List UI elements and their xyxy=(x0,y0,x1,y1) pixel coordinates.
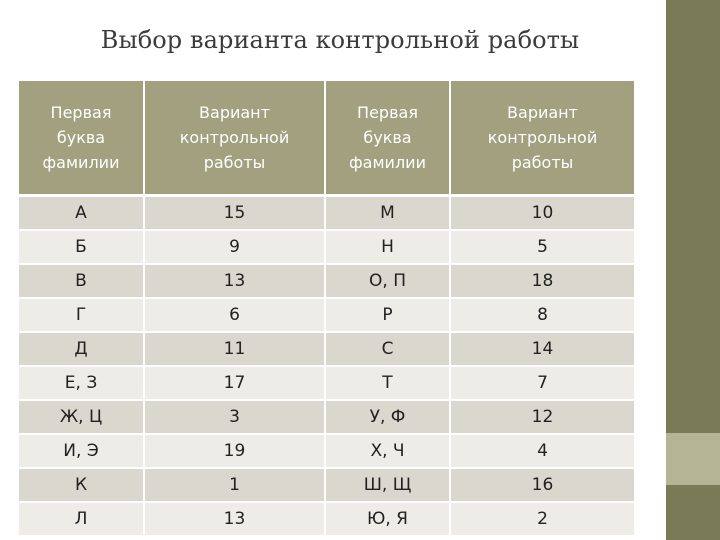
cell-letter: Ж, Ц xyxy=(19,400,145,435)
cell-variant: 5 xyxy=(450,230,634,265)
table-row: Е, З 17 Т 7 xyxy=(19,366,634,401)
header-first-letter-2: Первая буква фамилии xyxy=(325,81,451,197)
cell-letter: М xyxy=(325,195,451,231)
cell-letter: Б xyxy=(19,230,145,265)
header-variant-2: Вариант контрольной работы xyxy=(450,81,634,197)
cell-variant: 10 xyxy=(450,195,634,231)
cell-letter: И, Э xyxy=(19,434,145,469)
cell-variant: 16 xyxy=(450,468,634,503)
table-row: К 1 Ш, Щ 16 xyxy=(19,468,634,503)
cell-letter: Ш, Щ xyxy=(325,468,451,503)
page-title: Выбор варианта контрольной работы xyxy=(100,26,580,54)
table-row: А 15 М 10 xyxy=(19,195,634,231)
cell-letter: Д xyxy=(19,332,145,367)
cell-letter: С xyxy=(325,332,451,367)
cell-variant: 18 xyxy=(450,264,634,299)
header-row: Первая буква фамилии Вариант контрольной… xyxy=(19,81,634,197)
cell-letter: О, П xyxy=(325,264,451,299)
table-row: Д 11 С 14 xyxy=(19,332,634,367)
cell-variant: 19 xyxy=(144,434,326,469)
cell-variant: 11 xyxy=(144,332,326,367)
table-row: И, Э 19 Х, Ч 4 xyxy=(19,434,634,469)
cell-letter: Н xyxy=(325,230,451,265)
table-row: Б 9 Н 5 xyxy=(19,230,634,265)
cell-letter: А xyxy=(19,195,145,231)
cell-letter: Л xyxy=(19,502,145,537)
cell-variant: 14 xyxy=(450,332,634,367)
side-bar-top-segment xyxy=(666,0,720,433)
side-bar-accent-segment xyxy=(666,433,720,485)
cell-variant: 3 xyxy=(144,400,326,435)
cell-variant: 7 xyxy=(450,366,634,401)
cell-variant: 1 xyxy=(144,468,326,503)
cell-variant: 6 xyxy=(144,298,326,333)
cell-letter: Г xyxy=(19,298,145,333)
table-row: В 13 О, П 18 xyxy=(19,264,634,299)
side-bar-bottom-segment xyxy=(666,485,720,540)
cell-variant: 13 xyxy=(144,502,326,537)
variant-table: Первая буква фамилии Вариант контрольной… xyxy=(19,81,634,537)
cell-letter: У, Ф xyxy=(325,400,451,435)
cell-variant: 2 xyxy=(450,502,634,537)
cell-variant: 12 xyxy=(450,400,634,435)
decorative-side-bar xyxy=(666,0,720,540)
cell-letter: В xyxy=(19,264,145,299)
cell-letter: Е, З xyxy=(19,366,145,401)
table-row: Л 13 Ю, Я 2 xyxy=(19,502,634,537)
cell-variant: 4 xyxy=(450,434,634,469)
table-row: Ж, Ц 3 У, Ф 12 xyxy=(19,400,634,435)
cell-variant: 9 xyxy=(144,230,326,265)
cell-letter: Ю, Я xyxy=(325,502,451,537)
header-first-letter-1: Первая буква фамилии xyxy=(19,81,145,197)
cell-letter: К xyxy=(19,468,145,503)
cell-letter: Р xyxy=(325,298,451,333)
cell-variant: 8 xyxy=(450,298,634,333)
cell-variant: 17 xyxy=(144,366,326,401)
cell-letter: Т xyxy=(325,366,451,401)
table-row: Г 6 Р 8 xyxy=(19,298,634,333)
cell-variant: 15 xyxy=(144,195,326,231)
header-variant-1: Вариант контрольной работы xyxy=(144,81,326,197)
cell-letter: Х, Ч xyxy=(325,434,451,469)
cell-variant: 13 xyxy=(144,264,326,299)
table-header: Первая буква фамилии Вариант контрольной… xyxy=(19,81,634,197)
table-body: А 15 М 10 Б 9 Н 5 В 13 О, П 18 Г 6 Р 8 Д… xyxy=(19,195,634,537)
